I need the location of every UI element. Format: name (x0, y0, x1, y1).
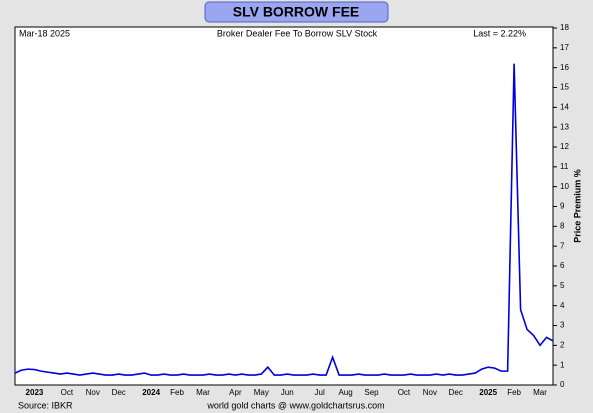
x-tick-label: Oct (398, 388, 411, 397)
y-tick-label: 2 (560, 340, 565, 349)
x-tick-label: Jun (281, 388, 294, 397)
chart-title: SLV BORROW FEE (233, 4, 360, 20)
y-tick-label: 16 (560, 63, 569, 72)
y-tick-label: 15 (560, 83, 569, 92)
x-tick-label: Feb (170, 388, 184, 397)
y-tick-label: 4 (560, 301, 565, 310)
x-tick-label: Dec (112, 388, 126, 397)
title-bar (204, 1, 389, 23)
x-tick-label: Mar (196, 388, 210, 397)
y-tick-label: 8 (560, 221, 565, 230)
y-tick-label: 1 (560, 360, 565, 369)
credit: world gold charts @ www.goldchartsrus.co… (206, 400, 384, 410)
x-tick-label: 2024 (142, 388, 160, 397)
y-axis-label: Price Premium % (572, 169, 582, 243)
y-tick-label: 5 (560, 281, 565, 290)
y-tick-label: 3 (560, 321, 565, 330)
y-tick-label: 9 (560, 202, 565, 211)
series-line (14, 63, 554, 376)
x-tick-label: Aug (338, 388, 352, 397)
x-tick-label: Mar (533, 388, 547, 397)
y-tick-label: 0 (560, 380, 565, 389)
y-tick-label: 13 (560, 122, 569, 131)
subtitle: Broker Dealer Fee To Borrow SLV Stock (217, 28, 378, 38)
y-tick-label: 18 (560, 23, 569, 32)
y-tick-label: 6 (560, 261, 565, 270)
x-tick-label: Dec (449, 388, 463, 397)
x-tick-label: Sep (364, 388, 379, 397)
x-tick-label: Apr (229, 388, 242, 397)
x-tick-label: Nov (86, 388, 100, 397)
y-tick-label: 7 (560, 241, 565, 250)
x-tick-label: Feb (507, 388, 521, 397)
x-tick-label: Nov (423, 388, 437, 397)
y-tick-label: 17 (560, 43, 569, 52)
y-tick-label: 12 (560, 142, 569, 151)
y-tick-label: 11 (560, 162, 569, 171)
last-label: Last = 2.22% (473, 28, 526, 38)
x-tick-label: 2023 (26, 388, 44, 397)
y-tick-label: 10 (560, 182, 569, 191)
source: Source: IBKR (18, 400, 73, 410)
plot-area (14, 26, 554, 386)
x-tick-label: Jul (315, 388, 325, 397)
y-tick-label: 14 (560, 102, 569, 111)
x-tick-label: Oct (61, 388, 74, 397)
x-tick-label: May (254, 388, 269, 397)
date-label: Mar-18 2025 (19, 28, 70, 38)
x-tick-label: 2025 (479, 388, 497, 397)
